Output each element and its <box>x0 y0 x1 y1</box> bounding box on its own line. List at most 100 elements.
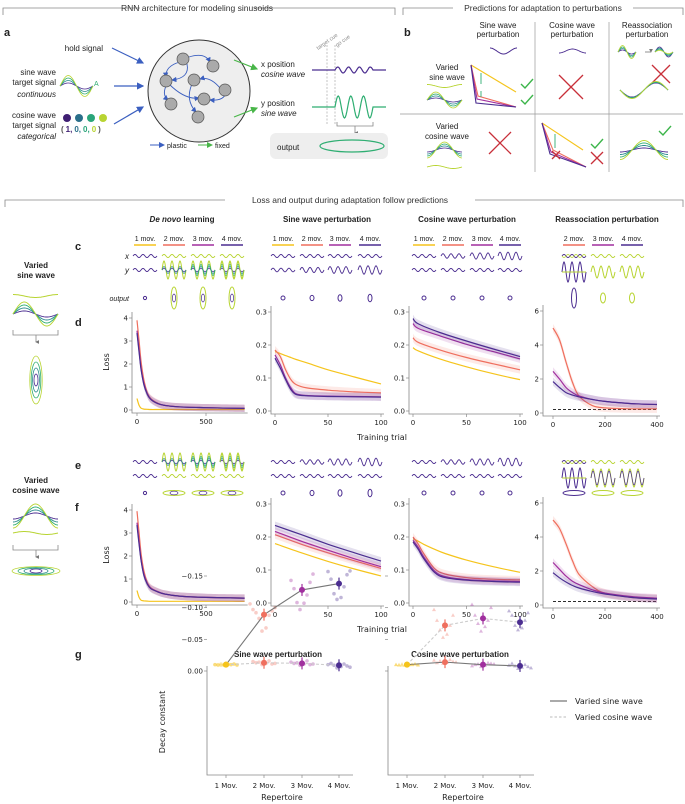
x-tick-label: 1 Mov. <box>396 782 419 790</box>
legend-label: 3 mov. <box>330 236 351 243</box>
output-trajectory <box>337 294 343 302</box>
amplitude-label: A <box>94 81 99 88</box>
data-point <box>526 664 530 669</box>
y-tick-label: 0.0 <box>394 600 405 608</box>
data-point <box>394 662 398 667</box>
legend-label: 4 mov. <box>622 236 643 243</box>
data-point <box>216 663 220 668</box>
x-tick-label: 0 <box>411 419 415 427</box>
sine-target-label: target signal <box>12 78 56 87</box>
output-ellipse <box>11 566 61 576</box>
wave-trace <box>270 460 296 464</box>
series-line-4mov <box>274 357 382 398</box>
flat-sine-wave <box>426 165 463 169</box>
data-point <box>289 578 293 583</box>
data-point <box>295 600 299 605</box>
y-tick-label: 0.0 <box>394 408 405 416</box>
output-trajectory <box>421 295 427 301</box>
wave-trace <box>469 252 495 260</box>
data-point <box>251 607 255 612</box>
output-trajectory <box>591 490 615 496</box>
varied-sine-wave <box>12 301 59 327</box>
mean-marker <box>404 661 410 668</box>
y-tick-label: 0.1 <box>394 375 405 383</box>
wave-trace <box>440 459 466 465</box>
column-title-reassociation: Reassociation perturbation <box>555 215 659 224</box>
mean-marker <box>336 580 342 587</box>
x-tick-label: 0 <box>273 611 277 619</box>
wave-trace <box>190 456 216 468</box>
wave-trace <box>469 458 495 466</box>
output-trajectory <box>507 490 513 496</box>
mean-marker <box>517 619 523 626</box>
x-tick-label: 50 <box>324 611 333 619</box>
panel-g: g Sine wave perturbation Cosine wave per… <box>75 569 652 802</box>
axis-lines <box>270 306 384 415</box>
wave-trace <box>327 266 353 274</box>
y-axis-label: Loss <box>102 546 111 564</box>
column-title-cosine: Cosine wave perturbation <box>418 215 516 224</box>
y-tick-label: 0.1 <box>394 567 405 575</box>
data-point <box>302 601 306 606</box>
output-trajectory <box>629 292 635 304</box>
data-point <box>232 662 236 666</box>
category-dot <box>75 114 83 122</box>
output-trajectory <box>367 293 373 303</box>
flat-cosine-wave <box>427 84 462 88</box>
legend-label: 3 mov. <box>593 236 614 243</box>
wave-trace <box>497 457 523 467</box>
section-bracket <box>402 7 684 15</box>
wave-trace <box>561 254 587 258</box>
varied-cosine-wave <box>427 145 462 155</box>
row-label: Varied <box>436 122 459 131</box>
data-point <box>342 584 346 589</box>
data-point <box>219 662 223 666</box>
wave-trace <box>497 268 523 272</box>
data-point <box>441 635 445 639</box>
predicted-loss-cosine-row <box>541 122 587 168</box>
left-illustrations <box>11 294 61 576</box>
y-tick-label: 4 <box>124 507 129 515</box>
panel-b: Predictions for adaptation to perturbati… <box>400 3 684 172</box>
x-position-trace <box>312 66 386 74</box>
data-point <box>348 665 352 669</box>
check-icon <box>658 125 672 137</box>
cosine-target-label: target signal <box>12 121 56 130</box>
data-point <box>479 629 483 633</box>
wave-trace <box>219 474 245 478</box>
wave-trace <box>190 474 216 478</box>
y-tick-label: 0 <box>535 602 539 610</box>
data-point <box>298 607 302 612</box>
y-tick-label: 0.3 <box>394 501 405 509</box>
row-label: sine wave <box>429 73 465 82</box>
row-label: Varied <box>436 63 459 72</box>
data-point <box>523 618 527 622</box>
data-point <box>305 593 309 597</box>
y-position-label: y position <box>261 99 295 108</box>
flat-cosine-wave <box>13 294 58 298</box>
y-tick-label: 2 <box>535 376 539 384</box>
data-point <box>397 663 401 667</box>
y-axis-label: Loss <box>102 353 111 371</box>
mean-marker <box>442 659 448 666</box>
y-tick-label: 4 <box>535 342 540 350</box>
data-point <box>229 662 233 667</box>
legend-label: 1 mov. <box>414 236 435 243</box>
loss-plot-f3: 0.0 0.1 0.2 0.3 0 50 100 <box>394 498 527 619</box>
output-ellipse <box>319 139 385 153</box>
data-point <box>400 662 404 666</box>
output-ellipse <box>23 567 49 575</box>
wave-trace <box>270 474 296 478</box>
data-point <box>329 577 333 581</box>
output-trajectory <box>450 490 456 496</box>
legend-label: 2 mov. <box>302 236 323 243</box>
series-line-4mov <box>274 524 382 562</box>
mean-marker <box>517 662 523 669</box>
x-wave-label: cosine wave <box>261 70 306 79</box>
output-trajectory <box>230 293 234 303</box>
output-trajectory <box>162 490 186 496</box>
data-point <box>335 597 339 602</box>
y-tick-label: 2 <box>535 568 539 576</box>
legend-label: Varied cosine wave <box>575 713 652 722</box>
x-tick-label: 50 <box>462 611 471 619</box>
